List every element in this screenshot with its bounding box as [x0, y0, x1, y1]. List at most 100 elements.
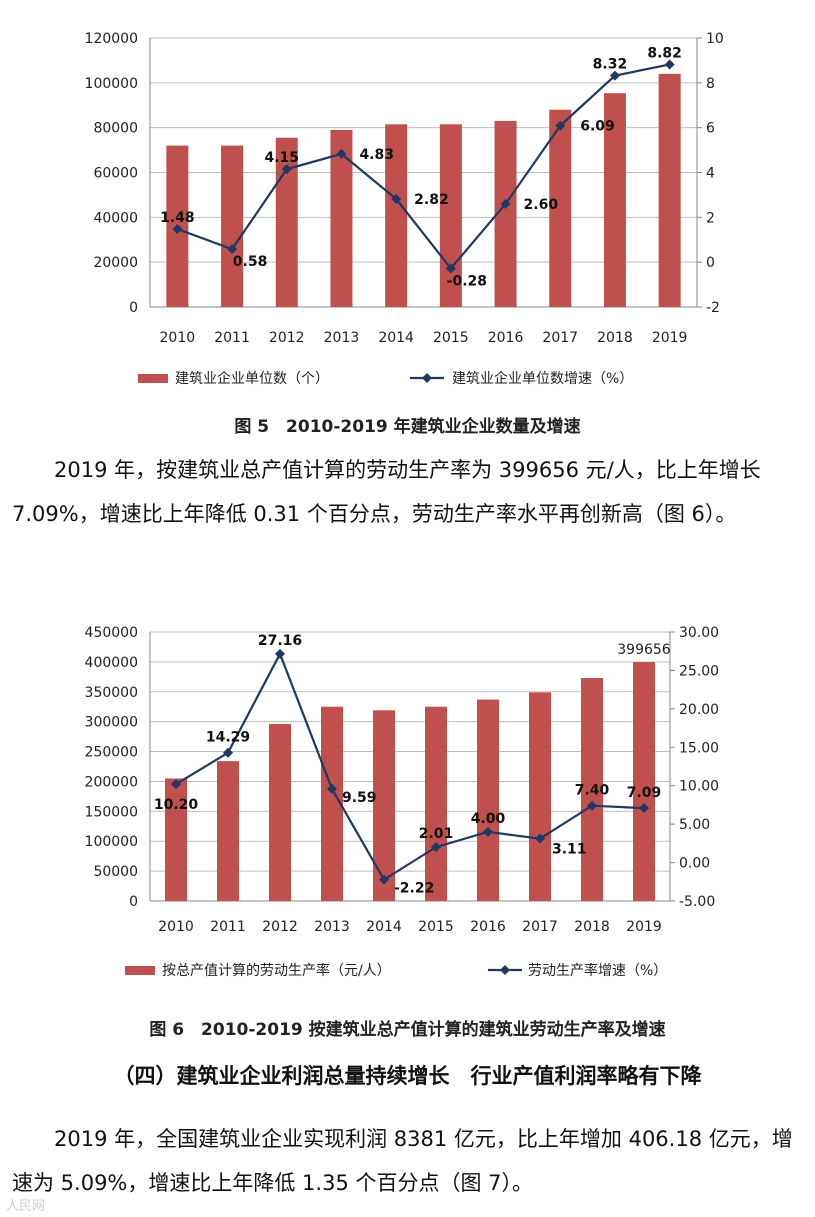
- x-axis-tick-label: 2011: [210, 919, 246, 935]
- bar: [217, 761, 239, 901]
- data-label: 9.59: [342, 790, 377, 806]
- x-axis-tick-label: 2018: [597, 330, 633, 346]
- bar: [385, 124, 408, 307]
- watermark: 人民网: [6, 1199, 46, 1214]
- y-axis-tick-label: 80000: [93, 121, 138, 137]
- legend-marker: [422, 373, 432, 383]
- data-point-marker: [609, 70, 620, 81]
- x-axis-tick-label: 2017: [522, 919, 558, 935]
- data-point-marker: [535, 833, 545, 844]
- y-axis-tick-label: 40000: [93, 210, 138, 226]
- bar: [321, 706, 343, 901]
- legend-label-bar: 建筑业企业单位数（个）: [175, 370, 329, 387]
- x-axis-tick-label: 2010: [160, 330, 196, 346]
- data-point-marker: [275, 648, 285, 659]
- bar: [658, 73, 681, 307]
- x-axis-tick-label: 2019: [626, 919, 662, 935]
- y-axis-tick-label: 50000: [93, 864, 138, 880]
- x-axis-tick-label: 2011: [214, 330, 250, 346]
- y-axis-tick-label: 450000: [85, 625, 138, 641]
- x-axis-tick-label: 2015: [418, 919, 454, 935]
- x-axis-tick-label: 2010: [158, 919, 194, 935]
- x-axis-tick-label: 2016: [488, 330, 524, 346]
- bar: [425, 706, 447, 901]
- bar: [165, 778, 187, 901]
- x-axis-tick-label: 2015: [433, 330, 469, 346]
- y2-axis-tick-label: 30.00: [679, 625, 719, 641]
- y2-axis-tick-label: 2: [706, 210, 715, 226]
- y-axis-tick-label: 150000: [85, 804, 138, 820]
- chart-labor-productivity-svg: 0 50000 100000 150000 200000 250000 300000 3500…: [85, 625, 720, 979]
- x-axis-tick-label: 2014: [378, 330, 414, 346]
- legend-swatch-bar: [125, 966, 155, 975]
- bar: [549, 109, 572, 307]
- data-point-marker: [327, 783, 337, 794]
- labor-productivity-paragraph: 2019 年，按建筑业总产值计算的劳动生产率为 399656 元/人，比上年增长…: [12, 458, 761, 526]
- bar: [581, 678, 603, 901]
- y-axis-tick-label: 250000: [85, 745, 138, 761]
- data-label: 4.00: [471, 811, 506, 827]
- y-axis-tick-label: 120000: [85, 31, 138, 47]
- bar: [603, 93, 626, 308]
- data-point-marker: [639, 803, 649, 814]
- y2-axis-tick-label: 5.00: [679, 817, 710, 833]
- data-label: 27.16: [258, 633, 302, 649]
- data-label: 7.09: [627, 785, 662, 801]
- bar: [529, 692, 551, 901]
- y2-axis-tick-label: 25.00: [679, 663, 719, 679]
- y2-axis-tick-label: 0.00: [679, 856, 710, 872]
- data-point-marker: [431, 842, 441, 853]
- data-label: 14.29: [206, 730, 250, 746]
- bar: [494, 120, 517, 307]
- data-label: 2.01: [419, 826, 454, 842]
- data-label: 3.11: [552, 842, 587, 858]
- bar: [221, 145, 244, 307]
- x-axis-tick-label: 2019: [652, 330, 688, 346]
- x-axis-tick-label: 2012: [262, 919, 298, 935]
- data-point-marker: [379, 874, 389, 885]
- chart-labor-productivity: 0 50000 100000 150000 200000 250000 300000 3500…: [0, 618, 815, 1008]
- x-axis-tick-label: 2016: [470, 919, 506, 935]
- data-point-marker: [500, 198, 511, 209]
- y-axis-tick-label: 0: [129, 300, 138, 316]
- y2-axis-tick-label: 10: [706, 31, 724, 47]
- legend-marker: [500, 965, 510, 975]
- x-axis-tick-label: 2013: [324, 330, 360, 346]
- chart-enterprise-count-svg: 0 20000 40000 60000 80000 100000 120000 -2 0 2 4 6 8…: [85, 31, 724, 387]
- y2-axis-tick-label: 10.00: [679, 779, 719, 795]
- data-point-marker: [445, 263, 456, 274]
- figure-6-caption: 图 6 2010-2019 按建筑业总产值计算的建筑业劳动生产率及增速: [149, 1020, 666, 1040]
- data-label: -2.22: [394, 881, 434, 897]
- data-label: 10.20: [154, 797, 199, 813]
- data-label: 4.83: [359, 147, 394, 163]
- data-point-marker: [587, 800, 597, 811]
- data-label: 8.32: [593, 57, 628, 73]
- y-axis-tick-label: 300000: [85, 715, 138, 731]
- section-title: （四）建筑业企业利润总量持续增长 行业产值利润率略有下降: [113, 1064, 702, 1088]
- y2-axis-tick-label: 20.00: [679, 702, 719, 718]
- data-label: -0.28: [447, 273, 487, 289]
- x-axis-tick-label: 2014: [366, 919, 402, 935]
- figure-5-caption: 图 5 2010-2019 年建筑业企业数量及增速: [234, 417, 581, 437]
- growth-line: [176, 63, 670, 271]
- data-point-marker: [227, 244, 238, 255]
- data-point-marker: [336, 148, 347, 159]
- data-point-marker: [223, 747, 233, 758]
- data-point-marker: [555, 120, 566, 131]
- y2-axis-tick-label: 8: [706, 76, 715, 92]
- y2-axis-tick-label: 4: [706, 166, 715, 182]
- bar: [373, 710, 395, 901]
- chart-enterprise-count: 0 20000 40000 60000 80000 100000 120000 -2 0 2 4 6 8…: [0, 0, 815, 400]
- bar: [330, 129, 353, 307]
- legend-label-bar: 按总产值计算的劳动生产率（元/人）: [162, 962, 391, 979]
- y-axis-tick-label: 100000: [85, 76, 138, 92]
- legend-label-line: 建筑业企业单位数增速（%）: [452, 370, 633, 387]
- y-axis-tick-label: 60000: [93, 166, 138, 182]
- y2-axis-tick-label: 6: [706, 121, 715, 137]
- x-axis-tick-label: 2017: [542, 330, 578, 346]
- x-axis-tick-label: 2012: [269, 330, 305, 346]
- data-label: 1.48: [160, 210, 195, 226]
- bar: [633, 662, 655, 901]
- bar: [477, 699, 499, 901]
- data-label: 4.15: [264, 150, 299, 166]
